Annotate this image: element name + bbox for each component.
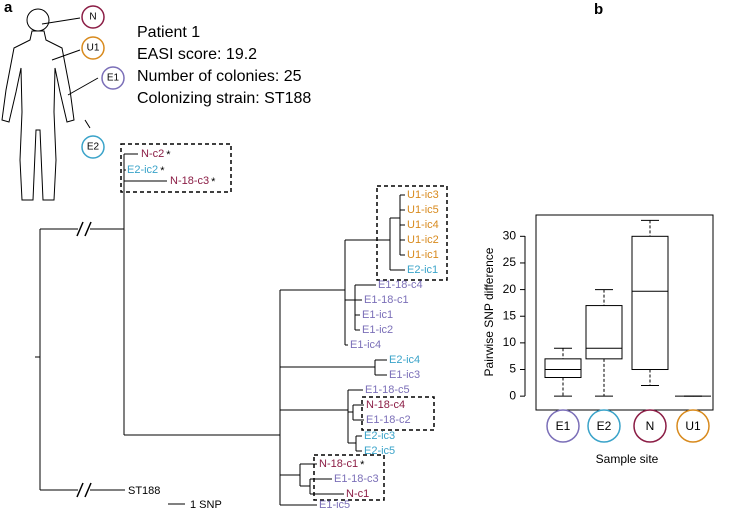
leaf-label: E1-18-c2 [366,414,411,426]
leaf-label: U1-ic2 [407,234,439,246]
info-line: Number of colonies: 25 [137,68,302,85]
site-circle [81,135,105,159]
category-circle [633,409,667,443]
leaf-label: E2-ic3 [364,430,395,442]
leaf-label: E1-ic5 [319,499,350,508]
leaf-marker: * [166,149,171,161]
leaf-label: E2-ic5 [364,445,395,457]
leaf-marker: * [160,165,165,177]
info-line: Colonizing strain: ST188 [137,90,311,107]
leaf-label: U1-ic5 [407,204,439,216]
x-tick-label: U1 [685,419,701,433]
silhouette [1,8,99,201]
y-axis-label: Pairwise SNP difference [482,247,496,376]
leaf-label: E1-18-c3 [334,473,379,485]
category-circle [676,409,710,443]
site-circle [81,36,105,60]
site-label: N [89,12,96,23]
outgroup-label: ST188 [128,485,160,497]
y-tick-label: 30 [503,228,517,242]
leaf-label: N-18-c3 [170,175,209,187]
leaf-label: E1-18-c5 [365,384,410,396]
category-circle [587,409,621,443]
x-tick-label: E1 [556,419,571,433]
panel-label: a [4,0,13,16]
plot-frame [535,214,714,411]
leaf-label: E2-ic1 [407,264,438,276]
leaf-label: U1-ic4 [407,219,439,231]
leaf-label: E2-ic2 [127,164,158,176]
site-label: U1 [87,43,100,54]
leaf-label: U1-ic1 [407,249,439,261]
y-tick-label: 5 [509,362,516,376]
leaf-label: N-c1 [346,488,369,500]
tree-branches [35,153,405,506]
leaf-marker: * [360,459,365,471]
box [544,358,582,378]
box [631,235,669,371]
leaf-label: E1-ic2 [362,324,393,336]
x-tick-label: N [646,419,655,433]
x-axis-label: Sample site [596,452,659,466]
site-label: E1 [107,73,120,84]
site-circle [81,5,105,29]
site-label: E2 [87,142,100,153]
panel-label: b [594,1,603,18]
leaf-label: E1-18-c4 [378,279,423,291]
y-tick-label: 25 [503,255,517,269]
leaf-label: E2-ic4 [389,354,420,366]
leaf-label: N-18-c1 [319,458,358,470]
x-tick-label: E2 [597,419,612,433]
leaf-label: E1-ic4 [350,339,381,351]
y-tick-label: 15 [503,308,517,322]
leaf-label: U1-ic3 [407,189,439,201]
branch-breaks [76,221,92,498]
leaf-label: E1-ic3 [389,369,420,381]
site-circle [101,66,125,90]
y-tick-label: 20 [503,282,517,296]
y-tick-label: 10 [503,335,517,349]
box [585,305,623,360]
leaf-label: E1-ic1 [362,309,393,321]
leaf-label: N-c2 [141,148,164,160]
leaf-label: E1-18-c1 [364,294,409,306]
scale-label: 1 SNP [190,499,222,508]
info-line: EASI score: 19.2 [137,46,257,63]
leaf-label: N-18-c4 [366,399,405,411]
y-tick-label: 0 [509,388,516,402]
info-line: Patient 1 [137,24,200,41]
clade-boxes [120,143,448,501]
leaf-marker: * [211,176,216,188]
category-circle [546,409,580,443]
